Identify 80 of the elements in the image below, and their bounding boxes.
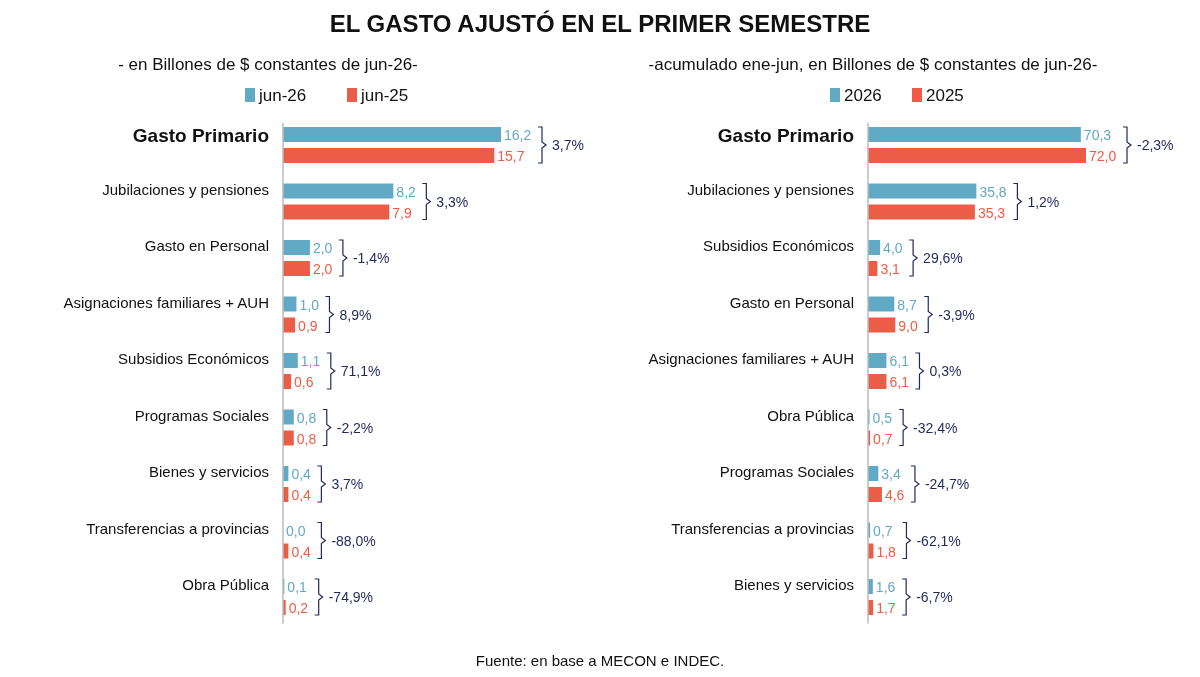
annotation: -74,9%	[328, 589, 374, 605]
data-label: 1,1	[300, 353, 321, 369]
legend-label: jun-25	[360, 86, 409, 105]
text: 3,7%	[552, 137, 584, 153]
y-tick-label: Subsidios Económicos	[118, 350, 269, 367]
y-tick-label: Jubilaciones y pensiones	[102, 180, 269, 198]
data-label: 7,9	[392, 204, 412, 221]
data-label: 1,7	[876, 600, 896, 616]
annotation: 3,3%	[436, 193, 469, 210]
text: EL GASTO AJUSTÓ EN EL PRIMER SEMESTRE	[329, 10, 871, 37]
data-label: 0,4	[291, 543, 312, 560]
y-tick-label: Bienes y servicios	[148, 463, 269, 480]
y-tick-label: Gasto en Personal	[729, 293, 854, 311]
data-label: 1,0	[299, 296, 320, 313]
y-tick-label: Bienes y servicios	[733, 576, 854, 593]
y-tick-label: Gasto Primario	[717, 125, 854, 146]
data-label: 0,9	[298, 317, 318, 334]
y-tick-label: Transferencias a provincias	[86, 519, 269, 537]
y-tick-label: Obra Pública	[767, 406, 855, 424]
y-tick-label: Obra Pública	[182, 576, 270, 593]
annotation: 29,6%	[923, 250, 963, 266]
data-label: 0,0	[286, 522, 306, 539]
data-label: 0,4	[291, 487, 312, 503]
annotation: 1,2%	[1027, 193, 1060, 210]
y-tick-label: Programas Sociales	[719, 463, 854, 480]
data-label: 0,2	[288, 600, 309, 616]
data-label: 8,7	[897, 296, 918, 313]
chart-subtitle: -acumulado ene-jun, en Billones de $ constantes de jun-26-	[648, 55, 1098, 74]
data-label: 2,0	[312, 240, 333, 256]
data-label: 0,6	[294, 374, 314, 390]
annotation: -62,1%	[916, 532, 961, 549]
annotation: 8,9%	[339, 306, 372, 323]
data-label: 0,4	[291, 466, 312, 482]
annotation: -6,7%	[916, 589, 953, 605]
y-tick-label: Asignaciones familiares + AUH	[648, 350, 854, 367]
data-label: 9,0	[898, 317, 918, 334]
y-tick-label: Subsidios Económicos	[703, 237, 854, 254]
data-label: 72,0	[1089, 148, 1117, 164]
annotation: -32,4%	[913, 419, 958, 436]
data-label: 6,1	[889, 374, 910, 390]
y-tick-label: Gasto Primario	[132, 125, 269, 146]
y-tick-label: Gasto en Personal	[144, 237, 269, 254]
data-label: 1,8	[876, 543, 897, 560]
data-label: 6,1	[889, 353, 910, 369]
y-tick-label: Transferencias a provincias	[671, 519, 854, 537]
annotation: 71,1%	[340, 363, 381, 379]
data-label: 70,3	[1083, 127, 1112, 143]
annotation: 0,3%	[929, 363, 962, 379]
data-label: 2,0	[312, 261, 333, 277]
data-label: 4,0	[883, 240, 903, 256]
data-label: 0,8	[296, 409, 317, 426]
data-label: 0,1	[287, 579, 308, 595]
legend-label: 2026	[844, 86, 882, 105]
data-label: 0,7	[873, 430, 893, 447]
annotation: -2,2%	[336, 419, 374, 436]
data-label: 35,8	[979, 183, 1007, 200]
annotation: -24,7%	[924, 476, 970, 492]
data-label: 0,5	[872, 409, 893, 426]
y-tick-label: Programas Sociales	[134, 406, 269, 424]
data-label: 8,2	[396, 183, 417, 200]
y-tick-label: Jubilaciones y pensiones	[687, 180, 854, 198]
data-label: 0,8	[296, 430, 317, 447]
data-label: 15,7	[497, 148, 525, 164]
source-note: Fuente: en base a MECON e INDEC.	[475, 652, 725, 669]
legend-label: jun-26	[258, 86, 307, 105]
annotation: 3,7%	[331, 476, 364, 492]
data-label: 35,3	[977, 204, 1006, 221]
data-label: 1,6	[875, 579, 896, 595]
data-label: 3,4	[881, 466, 901, 482]
data-label: 4,6	[884, 487, 905, 503]
data-label: 0,7	[873, 522, 893, 539]
data-label: 3,1	[880, 261, 901, 277]
y-tick-label: Asignaciones familiares + AUH	[63, 293, 269, 311]
annotation: -3,9%	[938, 306, 975, 323]
data-label: 16,2	[504, 127, 532, 143]
annotation: -88,0%	[331, 532, 376, 549]
annotation: -1,4%	[352, 250, 390, 266]
legend-label: 2025	[926, 86, 964, 105]
text: -2,3%	[1137, 137, 1174, 153]
chart-subtitle: - en Billones de $ constantes de jun-26-	[118, 55, 418, 74]
